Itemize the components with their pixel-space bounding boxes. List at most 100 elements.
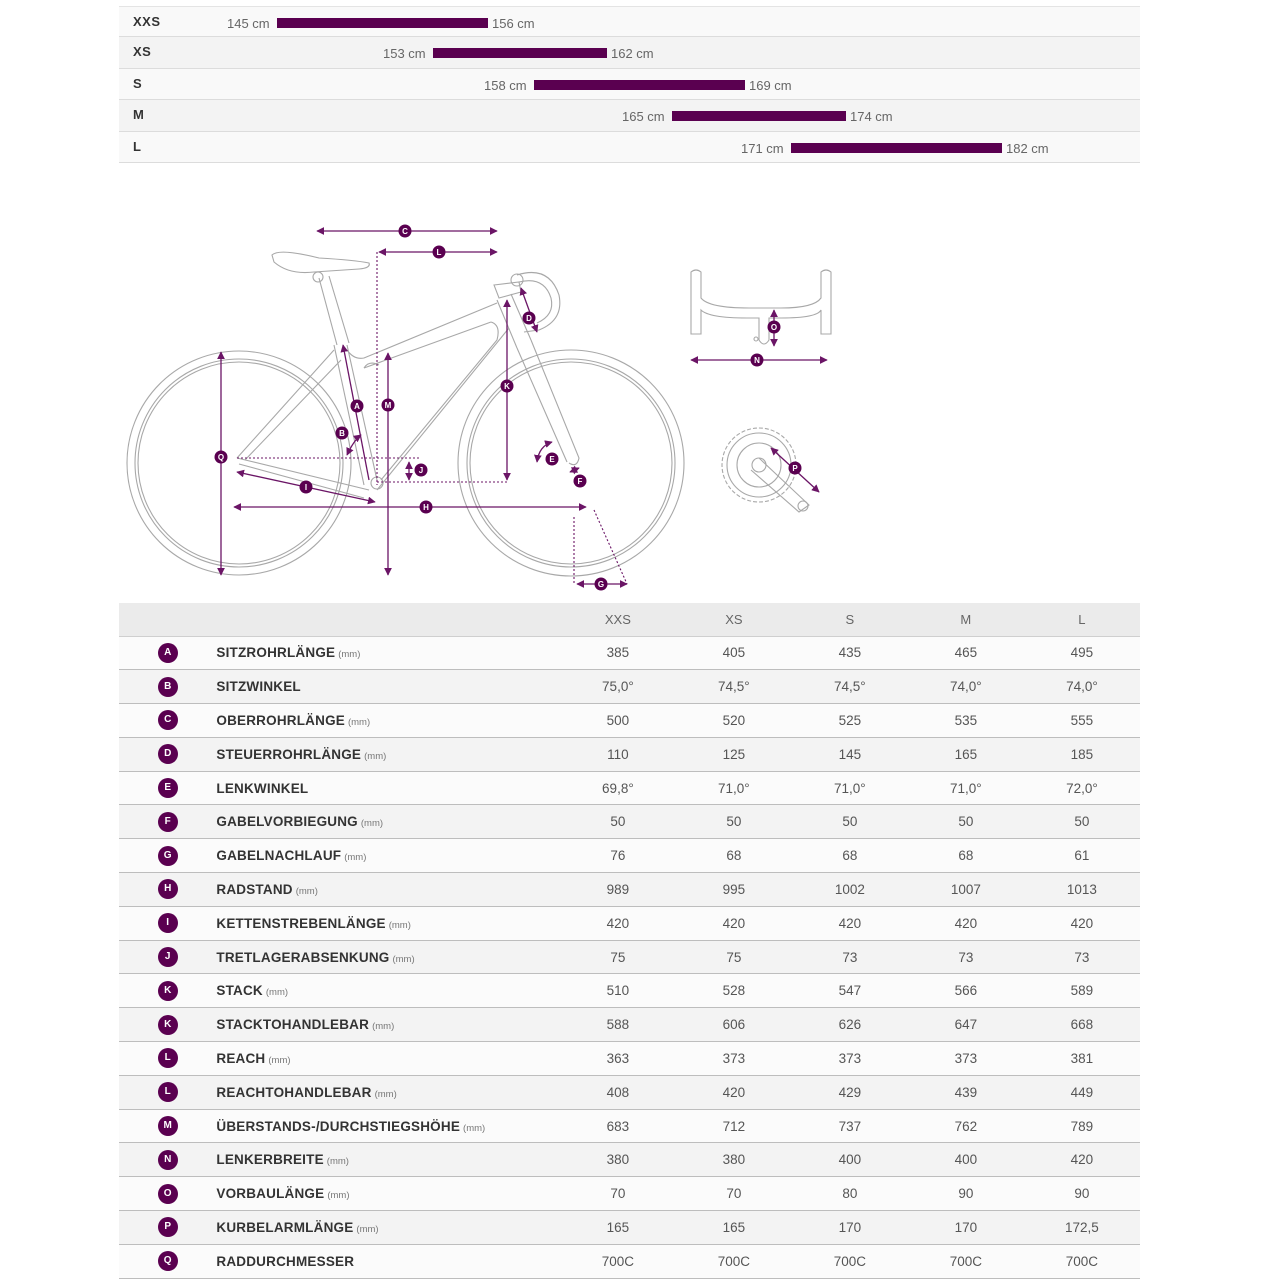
value-xxs: 989	[559, 872, 676, 907]
parameter-name: LENKWINKEL	[216, 780, 309, 796]
diagram-label-b: B	[335, 426, 349, 440]
table-row: F GABELVORBIEGUNG (mm) 50 50 50 50 50	[119, 804, 1140, 840]
table-row: K STACK (mm) 510 528 547 566 589	[119, 973, 1140, 1009]
parameter-unit: (mm)	[265, 987, 289, 999]
diagram-label-p: P	[788, 461, 802, 475]
parameter-unit: (mm)	[356, 1223, 379, 1235]
table-row: Q RADDURCHMESSER 700C 700C 700C 700C 700…	[119, 1244, 1140, 1279]
value-xxs: 510	[559, 973, 676, 1009]
parameter-name: KETTENSTREBENLÄNGE	[216, 915, 386, 931]
parameter-unit: (mm)	[388, 919, 411, 931]
value-xxs: 50	[559, 804, 676, 840]
value-m: 465	[907, 636, 1024, 671]
parameter-badge: I	[157, 913, 178, 934]
parameter-badge: D	[157, 744, 178, 765]
parameter-name: VORBAULÄNGE	[216, 1186, 325, 1202]
range-max: 162 cm	[611, 46, 654, 62]
parameter-badge: K	[157, 980, 178, 1001]
size-label: XXS	[133, 14, 161, 29]
value-xs: 700C	[675, 1244, 792, 1279]
table-row: L REACH (mm) 363 373 373 373 381	[119, 1041, 1140, 1076]
diagram-label-j: J	[414, 463, 428, 477]
value-m: 74,0°	[907, 669, 1024, 705]
bike-geometry-diagram: C L D K A M B Q J E F I H G O N P	[119, 200, 839, 600]
value-s: 68	[791, 838, 908, 874]
svg-text:N: N	[754, 356, 760, 365]
parameter-unit: (mm)	[372, 1021, 395, 1033]
parameter-badge: Q	[157, 1251, 178, 1272]
value-l: 449	[1023, 1075, 1140, 1110]
svg-text:E: E	[549, 455, 555, 464]
range-bar	[277, 18, 488, 28]
value-m: 535	[907, 703, 1024, 738]
rider-height-size-chart: XXS 145 cm 156 cm XS 153 cm 162 cm S 158…	[119, 6, 1140, 163]
value-xxs: 420	[559, 906, 676, 941]
value-s: 547	[791, 973, 908, 1009]
parameter-badge: P	[157, 1217, 178, 1238]
value-xxs: 380	[559, 1142, 676, 1178]
value-m: 762	[907, 1109, 1024, 1144]
value-xxs: 700C	[559, 1244, 676, 1279]
parameter-unit: (mm)	[347, 716, 371, 728]
size-label: L	[133, 138, 142, 154]
svg-text:K: K	[504, 382, 510, 391]
value-xs: 74,5°	[675, 669, 792, 705]
parameter-badge: F	[157, 811, 178, 832]
value-xxs: 408	[559, 1075, 676, 1110]
parameter-badge: K	[157, 1014, 178, 1035]
value-s: 170	[791, 1210, 908, 1245]
value-l: 61	[1023, 838, 1140, 874]
value-l: 700C	[1023, 1244, 1140, 1279]
column-header-xxs: XXS	[559, 603, 676, 637]
value-l: 72,0°	[1023, 771, 1140, 806]
parameter-unit: (mm)	[338, 649, 361, 661]
value-s: 50	[791, 804, 908, 840]
svg-text:M: M	[385, 401, 392, 410]
svg-text:J: J	[419, 466, 423, 475]
value-m: 700C	[907, 1244, 1024, 1279]
diagram-label-k: K	[500, 379, 514, 393]
parameter-unit: (mm)	[374, 1088, 397, 1100]
value-xs: 71,0°	[675, 771, 792, 806]
range-bar	[534, 79, 745, 90]
value-m: 90	[907, 1176, 1024, 1212]
parameter-badge: N	[157, 1149, 178, 1170]
parameter-name: RADDURCHMESSER	[216, 1253, 355, 1269]
svg-text:Q: Q	[218, 453, 224, 462]
parameter-name: REACH	[216, 1050, 266, 1066]
table-row: C OBERROHRLÄNGE (mm) 500 520 525 535 555	[119, 703, 1140, 738]
parameter-name: STACK	[216, 983, 263, 999]
size-row-s: S 158 cm 169 cm	[119, 68, 1140, 101]
parameter-badge: G	[157, 845, 178, 866]
value-m: 439	[907, 1075, 1024, 1110]
value-xs: 528	[675, 973, 792, 1009]
value-l: 1013	[1023, 872, 1140, 907]
value-xs: 380	[675, 1142, 792, 1178]
value-xs: 75	[675, 940, 792, 975]
parameter-badge: H	[157, 879, 178, 900]
value-xs: 995	[675, 872, 792, 907]
value-xxs: 70	[559, 1176, 676, 1212]
parameter-unit: (mm)	[326, 1156, 349, 1168]
svg-text:H: H	[423, 503, 429, 512]
value-s: 373	[791, 1041, 908, 1076]
parameter-unit: (mm)	[327, 1190, 350, 1202]
value-m: 73	[907, 940, 1024, 975]
svg-text:P: P	[792, 464, 798, 473]
parameter-name: REACHTOHANDLEBAR	[216, 1084, 372, 1100]
value-l: 74,0°	[1023, 669, 1140, 705]
value-s: 73	[791, 940, 908, 975]
parameter-name: STEUERROHRLÄNGE	[216, 746, 362, 762]
table-row: G GABELNACHLAUF (mm) 76 68 68 68 61	[119, 838, 1140, 874]
value-m: 68	[907, 838, 1024, 874]
value-xs: 165	[675, 1210, 792, 1245]
value-l: 420	[1023, 906, 1140, 941]
value-m: 373	[907, 1041, 1024, 1076]
value-s: 429	[791, 1075, 908, 1110]
value-s: 1002	[791, 872, 908, 907]
diagram-label-q: Q	[214, 450, 228, 464]
parameter-name: GABELNACHLAUF	[216, 848, 342, 864]
diagram-label-c: C	[398, 224, 412, 238]
size-row-m: M 165 cm 174 cm	[119, 100, 1140, 132]
range-bar	[433, 48, 607, 59]
